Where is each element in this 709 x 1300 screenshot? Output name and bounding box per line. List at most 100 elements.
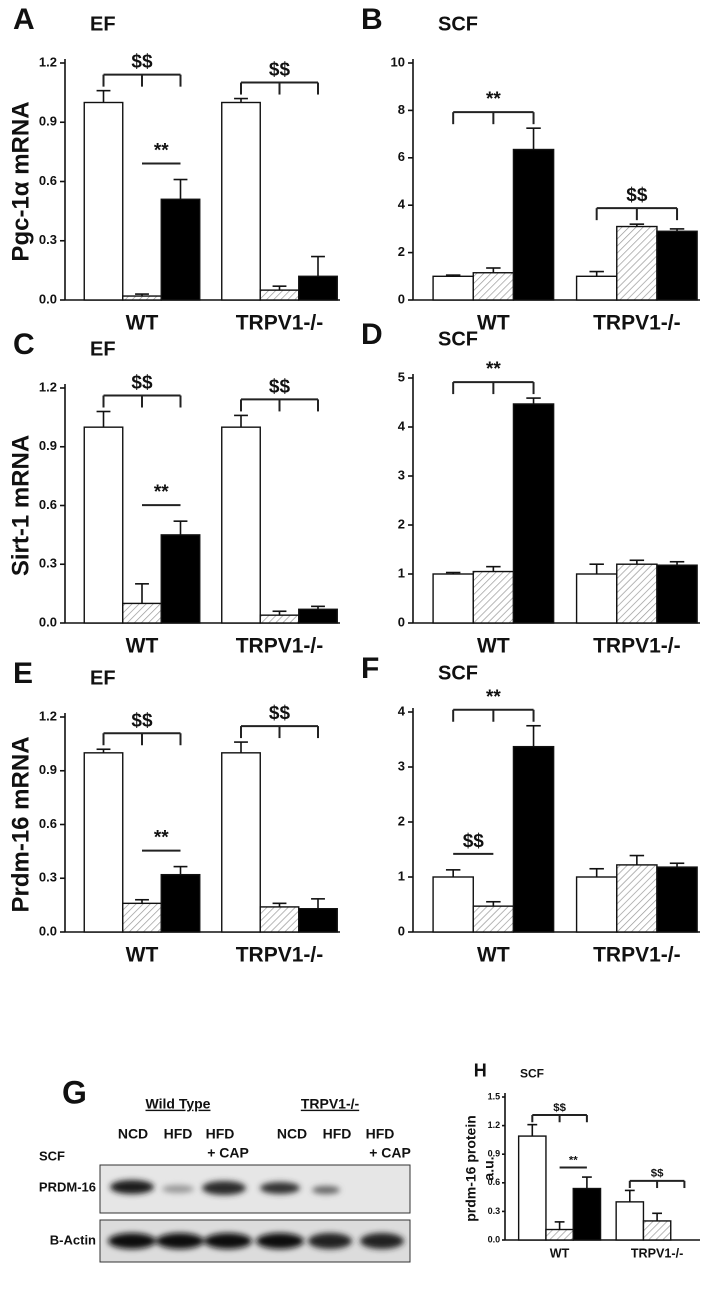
panel-label: G	[62, 1074, 87, 1110]
y-axis-label: Pgc-1α mRNA	[7, 101, 34, 261]
annotation: $$	[131, 52, 153, 73]
panel-label: C	[13, 328, 35, 361]
y-axis-label: Sirt-1 mRNA	[7, 435, 34, 576]
bar	[221, 101, 261, 301]
y-tick-label: 0.9	[39, 438, 57, 453]
bar	[298, 908, 338, 933]
y-tick-label: 5	[398, 369, 405, 384]
bar	[656, 866, 698, 933]
bar	[122, 295, 162, 301]
panel-label: A	[13, 3, 35, 36]
x-tick-label: WT	[477, 944, 510, 967]
bar	[656, 230, 698, 301]
y-tick-label: 1.2	[39, 379, 57, 394]
bar	[656, 564, 698, 624]
annotation: $$	[463, 831, 485, 852]
panel-title: EF	[90, 13, 116, 35]
band	[162, 1185, 194, 1193]
annotation: $$	[131, 710, 153, 731]
annotation: **	[154, 828, 169, 849]
y-tick-label: 1.2	[39, 54, 57, 69]
bar	[615, 1201, 645, 1241]
bar	[259, 614, 300, 624]
y-tick-label: 0.9	[488, 1149, 501, 1159]
bar	[432, 573, 474, 624]
x-tick-label: WT	[126, 635, 159, 658]
annotation: $$	[269, 703, 291, 724]
annotation: **	[569, 1154, 578, 1166]
annotation: **	[486, 687, 501, 708]
x-tick-label: TRPV1-/-	[593, 944, 681, 967]
bar	[432, 876, 474, 933]
y-tick-label: 2	[398, 244, 405, 259]
bar	[259, 289, 300, 301]
x-tick-label: TRPV1-/-	[236, 944, 324, 967]
y-axis-label: Prdm-16 mRNA	[7, 736, 34, 912]
annotation: $$	[269, 376, 291, 397]
band	[256, 1233, 304, 1249]
y-tick-label: 3	[398, 758, 405, 773]
bar	[160, 873, 201, 933]
lane-label: HFD	[323, 1126, 352, 1142]
tissue-label: SCF	[39, 1148, 65, 1163]
bar	[83, 101, 124, 301]
panel-title: SCF	[438, 662, 478, 684]
lane-label: HFD	[206, 1126, 235, 1142]
bar	[512, 745, 555, 933]
blot-panel: G Wild Type TRPV1-/- NCD HFD HFD NCD HFD…	[39, 1074, 411, 1263]
y-tick-label: 0.0	[488, 1234, 501, 1244]
x-tick-label: TRPV1-/-	[631, 1247, 683, 1261]
lane-note: + CAP	[369, 1145, 411, 1161]
lane-label: HFD	[164, 1126, 193, 1142]
bar	[472, 570, 515, 624]
y-axis-label: prdm-16 protein	[463, 1115, 479, 1222]
y-tick-label: 0.3	[39, 870, 57, 885]
y-tick-label: 1.5	[488, 1091, 501, 1101]
bar	[472, 905, 515, 933]
band	[202, 1181, 246, 1195]
bar	[83, 752, 124, 933]
y-tick-label: 4	[398, 418, 406, 433]
row-label: B-Actin	[50, 1232, 96, 1247]
annotation: **	[486, 89, 501, 110]
bar	[472, 272, 515, 301]
y-tick-label: 0.3	[488, 1206, 501, 1216]
x-tick-label: WT	[550, 1247, 570, 1261]
y-tick-label: 0.3	[39, 232, 57, 247]
lane-label: NCD	[277, 1126, 307, 1142]
y-tick-label: 0.0	[39, 923, 57, 938]
band	[308, 1233, 352, 1249]
y-tick-label: 0.0	[39, 614, 57, 629]
bar	[221, 752, 261, 933]
annotation: $$	[269, 60, 291, 81]
panel-title: EF	[90, 338, 116, 360]
y-tick-label: 0	[398, 291, 405, 306]
y-tick-label: 0.9	[39, 114, 57, 129]
y-tick-label: 0.3	[39, 556, 57, 571]
annotation: $$	[553, 1102, 566, 1114]
bar	[616, 225, 658, 301]
y-tick-label: 0	[398, 923, 405, 938]
annotation: **	[486, 359, 501, 380]
group-label: Wild Type	[146, 1096, 211, 1112]
y-tick-label: 1.2	[39, 708, 57, 723]
y-tick-label: 0.6	[488, 1177, 501, 1187]
panel-title: EF	[90, 667, 116, 689]
band	[156, 1233, 204, 1249]
bar	[83, 426, 124, 624]
band	[260, 1182, 300, 1194]
y-tick-label: 4	[398, 703, 406, 718]
x-tick-label: TRPV1-/-	[593, 635, 681, 658]
y-tick-label: 6	[398, 149, 405, 164]
x-tick-label: WT	[126, 312, 159, 335]
bar	[616, 563, 658, 624]
panel-label: H	[474, 1061, 487, 1081]
bar	[432, 275, 474, 301]
y-tick-label: 1	[398, 868, 405, 883]
bar	[575, 573, 618, 624]
x-tick-label: TRPV1-/-	[593, 312, 681, 335]
x-tick-label: TRPV1-/-	[236, 312, 324, 335]
panel-title: SCF	[438, 328, 478, 350]
row-label: PRDM-16	[39, 1179, 96, 1194]
y-tick-label: 0.0	[39, 291, 57, 306]
